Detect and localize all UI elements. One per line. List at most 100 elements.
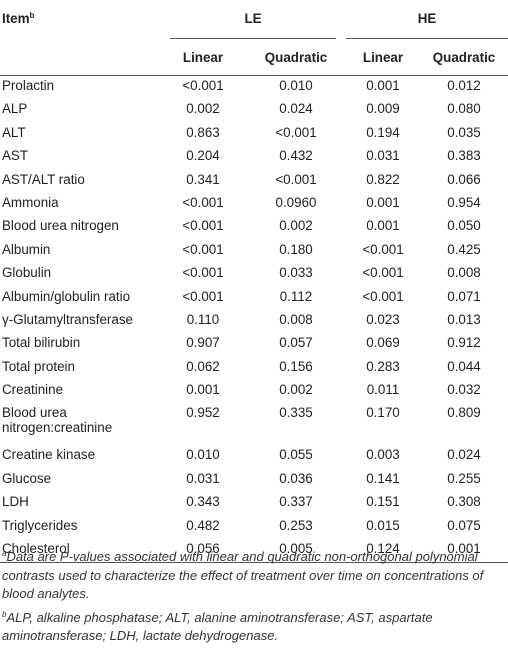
p-value-cell: 0.024 <box>279 101 313 117</box>
p-value-cell: 0.253 <box>279 517 313 533</box>
table-row: γ-Glutamyltransferase 0.110 0.008 0.023 0.01… <box>0 310 508 333</box>
p-value-cell: 0.001 <box>186 382 220 398</box>
p-value-cell: 0.343 <box>186 494 220 510</box>
p-value-cell: 0.110 <box>186 311 220 327</box>
group-header-he-label: HE <box>346 11 508 39</box>
p-value-cell: 0.308 <box>447 494 481 510</box>
p-value-cell: 0.425 <box>447 241 481 257</box>
table-row: Total bilirubin 0.907 0.057 0.069 0.912 <box>0 333 508 356</box>
p-value-cell: 0.005 <box>246 539 346 564</box>
row-label: Blood urea nitrogen <box>2 218 119 234</box>
p-value-cell: <0.001 <box>182 194 224 210</box>
p-value-cell: 0.012 <box>447 78 481 93</box>
p-value-cell: 0.056 <box>160 539 246 564</box>
table-row: ALT 0.863 <0.001 0.194 0.035 <box>0 123 508 146</box>
table-row: Creatinine 0.001 0.002 0.011 0.032 <box>0 380 508 403</box>
item-header: Itemb <box>0 11 160 39</box>
row-label: ALP <box>2 101 28 117</box>
p-value-cell: 0.156 <box>279 358 313 374</box>
p-value-cell: 0.031 <box>366 148 400 164</box>
table-row: Glucose 0.031 0.036 0.141 0.255 <box>0 469 508 492</box>
p-value-cell: 0.141 <box>366 470 400 486</box>
item-header-sup: b <box>29 11 35 20</box>
p-value-cell: 0.151 <box>366 494 400 510</box>
row-label: ALT <box>2 124 26 140</box>
table-row: Blood urea nitrogen <0.001 0.002 0.001 0.050 <box>0 216 508 239</box>
footnote-a: aData are P-values associated with linea… <box>2 545 502 604</box>
row-label: Blood urea nitrogen:creatinine <box>2 405 113 436</box>
group-header-le: LE <box>160 11 346 39</box>
p-value-cell: 0.0960 <box>275 194 317 210</box>
subheader-he-linear: Linear <box>346 39 420 76</box>
p-value-cell: 0.062 <box>186 358 220 374</box>
p-value-cell: <0.001 <box>275 171 317 187</box>
p-value-cell: 0.044 <box>447 358 481 374</box>
row-label: AST/ALT ratio <box>2 171 85 187</box>
row-label: Cholesterol <box>0 539 160 564</box>
p-value-cell: <0.001 <box>182 78 224 93</box>
footnote-a-text: Data are P-values associated with linear… <box>2 549 484 601</box>
p-value-cell: 0.066 <box>447 171 481 187</box>
p-value-cell: 0.011 <box>366 382 400 398</box>
row-label: AST <box>2 148 29 164</box>
p-value-cell: 0.008 <box>447 265 481 281</box>
p-value-cell: 0.912 <box>447 335 481 351</box>
p-value-cell: 0.055 <box>279 447 313 463</box>
p-value-cell: 0.002 <box>186 101 220 117</box>
subheader-row: Linear Quadratic Linear Quadratic <box>0 39 508 76</box>
p-value-cell: 0.112 <box>279 288 313 304</box>
p-value-cell: 0.032 <box>447 382 481 398</box>
subheader-he-quadratic: Quadratic <box>420 39 508 76</box>
table-row: AST/ALT ratio 0.341 <0.001 0.822 0.066 <box>0 170 508 193</box>
p-value-cell: 0.001 <box>366 78 400 93</box>
p-value-cell: <0.001 <box>182 241 224 257</box>
table-row: Globulin <0.001 0.033 <0.001 0.008 <box>0 263 508 286</box>
table-row: Cholesterol 0.056 0.005 0.124 0.001 <box>0 539 508 564</box>
p-value-cell: 0.002 <box>279 218 313 234</box>
table-row: AST 0.204 0.432 0.031 0.383 <box>0 146 508 169</box>
p-value-cell: 0.001 <box>366 194 400 210</box>
row-label: Creatinine <box>2 382 64 398</box>
p-value-cell: 0.432 <box>279 148 313 164</box>
p-value-cell: 0.033 <box>279 265 313 281</box>
p-value-cell: 0.809 <box>447 405 481 421</box>
row-label: Ammonia <box>2 194 59 210</box>
row-label: Total bilirubin <box>2 335 81 351</box>
row-label: Prolactin <box>2 78 55 93</box>
p-value-cell: 0.822 <box>366 171 400 187</box>
p-value-cell: 0.337 <box>279 494 313 510</box>
row-label: LDH <box>2 494 29 510</box>
subheader-le-linear: Linear <box>160 39 246 76</box>
group-header-he: HE <box>346 11 508 39</box>
p-value-cell: 0.170 <box>366 405 400 421</box>
p-value-cell: 0.952 <box>186 405 220 421</box>
p-value-cell: 0.009 <box>366 101 400 117</box>
p-value-cell: 0.204 <box>186 148 220 164</box>
footnotes: aData are P-values associated with linea… <box>2 545 502 648</box>
p-value-cell: 0.075 <box>447 517 481 533</box>
footnote-a-sup: a <box>2 549 7 558</box>
footnote-b-sup: b <box>2 609 7 619</box>
group-header-row: Itemb LE HE <box>0 11 508 39</box>
p-value-cell: 0.482 <box>186 517 220 533</box>
p-value-cell: 0.024 <box>447 447 481 463</box>
p-value-cell: 0.002 <box>279 382 313 398</box>
p-value-cell: 0.015 <box>366 517 400 533</box>
row-label: Albumin <box>2 241 51 257</box>
p-value-cell: <0.001 <box>182 218 224 234</box>
p-value-cell: <0.001 <box>362 288 404 304</box>
table-row: Total protein 0.062 0.156 0.283 0.044 <box>0 357 508 380</box>
row-label: Globulin <box>2 265 52 281</box>
p-value-cell: 0.013 <box>447 311 481 327</box>
table-row: Creatine kinase 0.010 0.055 0.003 0.024 <box>0 445 508 468</box>
table-row: Ammonia <0.001 0.0960 0.001 0.954 <box>0 193 508 216</box>
group-header-le-label: LE <box>170 11 336 39</box>
p-value-cell: 0.080 <box>447 101 481 117</box>
p-value-cell: 0.180 <box>279 241 313 257</box>
p-value-cell: 0.863 <box>186 124 220 140</box>
p-value-cell: 0.383 <box>447 148 481 164</box>
p-value-cell: <0.001 <box>362 241 404 257</box>
p-value-cell: 0.907 <box>186 335 220 351</box>
p-value-cell: 0.255 <box>447 470 481 486</box>
